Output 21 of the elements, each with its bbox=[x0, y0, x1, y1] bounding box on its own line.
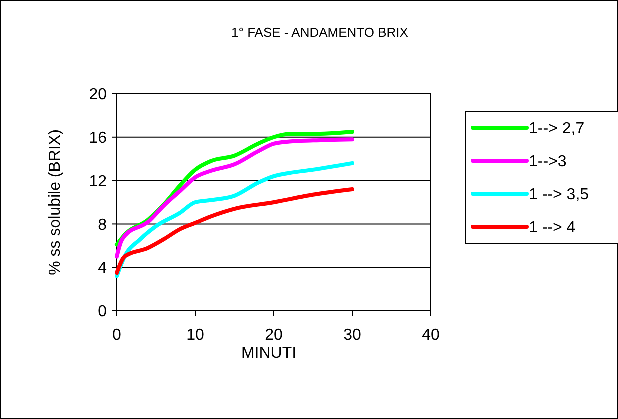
y-tick-label: 4 bbox=[98, 260, 108, 278]
y-axis-title: % ss solubile (BRIX) bbox=[47, 130, 64, 276]
legend-label: 1--> 2,7 bbox=[529, 120, 585, 138]
y-tick-label: 20 bbox=[89, 86, 108, 104]
y-tick-label: 12 bbox=[89, 173, 108, 190]
line-series bbox=[115, 187, 354, 276]
x-tick-label: 20 bbox=[265, 327, 283, 344]
x-tick-label: 40 bbox=[422, 327, 440, 344]
legend-label: 1-->3 bbox=[529, 154, 567, 171]
x-tick-label: 0 bbox=[112, 327, 122, 344]
x-axis-title: MINUTI bbox=[241, 345, 297, 362]
x-tick-label: 30 bbox=[344, 327, 362, 344]
line-series bbox=[115, 138, 354, 259]
y-tick-label: 16 bbox=[89, 130, 108, 147]
legend-label: 1 --> 4 bbox=[529, 220, 576, 237]
line-series bbox=[115, 161, 354, 278]
y-tick-label: 0 bbox=[98, 304, 108, 321]
x-tick-label: 10 bbox=[186, 327, 204, 344]
chart-title: 1° FASE - ANDAMENTO BRIX bbox=[232, 25, 409, 40]
legend-label: 1 --> 3,5 bbox=[529, 186, 590, 204]
y-tick-label: 8 bbox=[98, 216, 108, 234]
